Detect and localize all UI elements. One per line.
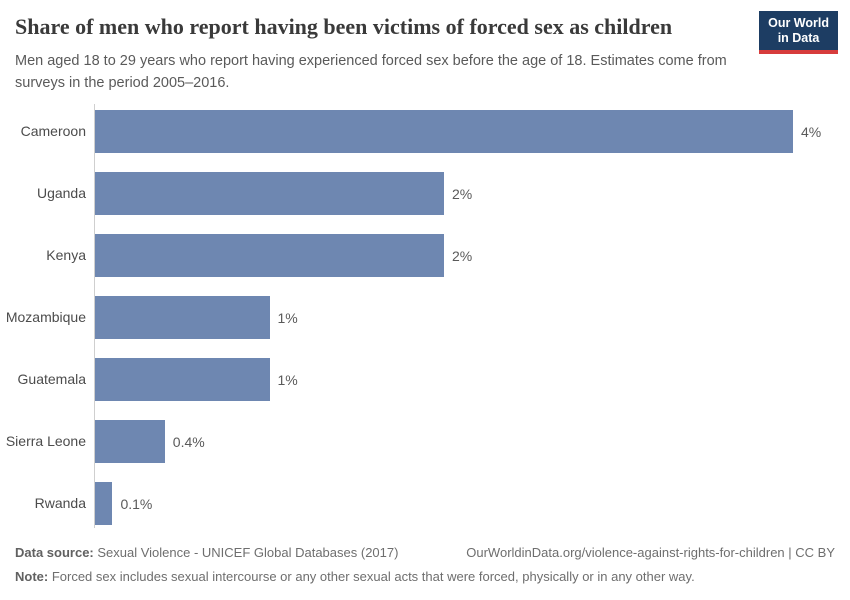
bar-wrap: 2%	[95, 172, 472, 215]
bar-wrap: 0.1%	[95, 482, 152, 525]
value-label: 2%	[452, 185, 473, 202]
source-row: Data source: Sexual Violence - UNICEF Gl…	[15, 544, 835, 561]
bar[interactable]	[95, 296, 270, 339]
y-axis-line	[94, 103, 95, 528]
owid-logo: Our World in Data	[759, 11, 838, 54]
bar[interactable]	[95, 234, 444, 277]
bar[interactable]	[95, 482, 113, 525]
value-label: 0.1%	[120, 495, 153, 512]
bar-wrap: 0.4%	[95, 420, 205, 463]
value-label: 4%	[801, 123, 822, 140]
chart-row: Sierra Leone 0.4%	[0, 411, 850, 473]
bar-wrap: 4%	[95, 110, 821, 153]
bar-wrap: 2%	[95, 234, 472, 277]
note-row: Note: Forced sex includes sexual interco…	[15, 568, 835, 585]
owid-logo-line1: Our World	[768, 16, 829, 30]
chart-header: Share of men who report having been vict…	[0, 0, 850, 94]
chart-subtitle: Men aged 18 to 29 years who report havin…	[15, 52, 727, 91]
chart-row: Cameroon 4%	[0, 101, 850, 163]
chart-row: Guatemala 1%	[0, 349, 850, 411]
value-label: 2%	[452, 247, 473, 264]
chart-footer: Data source: Sexual Violence - UNICEF Gl…	[0, 544, 850, 585]
chart-rows: Cameroon 4% Uganda 2% Kenya 2% Mozambiqu…	[0, 101, 850, 535]
bar[interactable]	[95, 358, 270, 401]
category-label: Sierra Leone	[5, 432, 86, 449]
bar-wrap: 1%	[95, 358, 298, 401]
category-label: Mozambique	[5, 308, 86, 325]
chart-row: Uganda 2%	[0, 163, 850, 225]
data-source-value: Sexual Violence - UNICEF Global Database…	[93, 544, 399, 560]
value-label: 1%	[277, 309, 298, 326]
chart-row: Mozambique 1%	[0, 287, 850, 349]
category-label: Kenya	[46, 246, 86, 263]
note-label: Note:	[15, 568, 49, 584]
chart-row: Kenya 2%	[0, 225, 850, 287]
bar-chart: Cameroon 4% Uganda 2% Kenya 2% Mozambiqu…	[0, 101, 850, 535]
category-label: Uganda	[36, 184, 86, 201]
category-label: Cameroon	[20, 122, 86, 139]
chart-row: Rwanda 0.1%	[0, 473, 850, 535]
value-label: 0.4%	[172, 433, 205, 450]
data-source-text: Data source: Sexual Violence - UNICEF Gl…	[15, 544, 398, 561]
bar-wrap: 1%	[95, 296, 298, 339]
chart-title: Share of men who report having been vict…	[15, 14, 673, 39]
bar[interactable]	[95, 420, 165, 463]
note-value: Forced sex includes sexual intercourse o…	[48, 568, 695, 584]
owid-url-text: OurWorldinData.org/violence-against-righ…	[466, 544, 835, 560]
owid-logo-line2: in Data	[777, 31, 820, 45]
data-source-label: Data source:	[15, 544, 94, 560]
bar[interactable]	[95, 172, 444, 215]
category-label: Rwanda	[34, 494, 86, 511]
category-label: Guatemala	[17, 370, 86, 387]
bar[interactable]	[95, 110, 793, 153]
value-label: 1%	[277, 371, 298, 388]
